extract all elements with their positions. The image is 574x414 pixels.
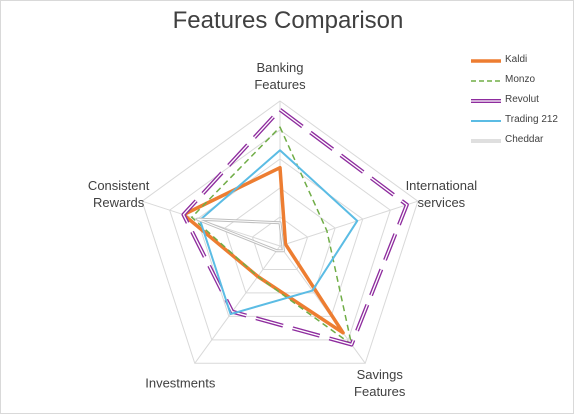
grid-ring [251, 216, 309, 270]
legend-label: Revolut [505, 94, 539, 105]
grid-ring [169, 129, 391, 341]
series-line [190, 126, 353, 346]
axis-label: Banking Features [254, 60, 306, 93]
series-line [199, 149, 359, 316]
axis-label: International services [405, 177, 478, 210]
spoke [279, 200, 419, 247]
grid-ring [141, 100, 419, 364]
axis-label: Savings Features [354, 367, 406, 400]
legend-label: Cheddar [505, 134, 544, 145]
legend-label: Trading 212 [505, 114, 558, 125]
series-line-inner [182, 108, 408, 346]
legend-label: Kaldi [505, 54, 528, 65]
series-line-inner [197, 218, 284, 252]
chart-title: Features Comparison [172, 7, 404, 34]
axis-label: Investments [145, 375, 216, 391]
spoke [194, 245, 281, 364]
legend-label: Monzo [505, 74, 536, 85]
series-line [181, 165, 345, 335]
axis-label: Consistent Rewards [87, 177, 150, 210]
